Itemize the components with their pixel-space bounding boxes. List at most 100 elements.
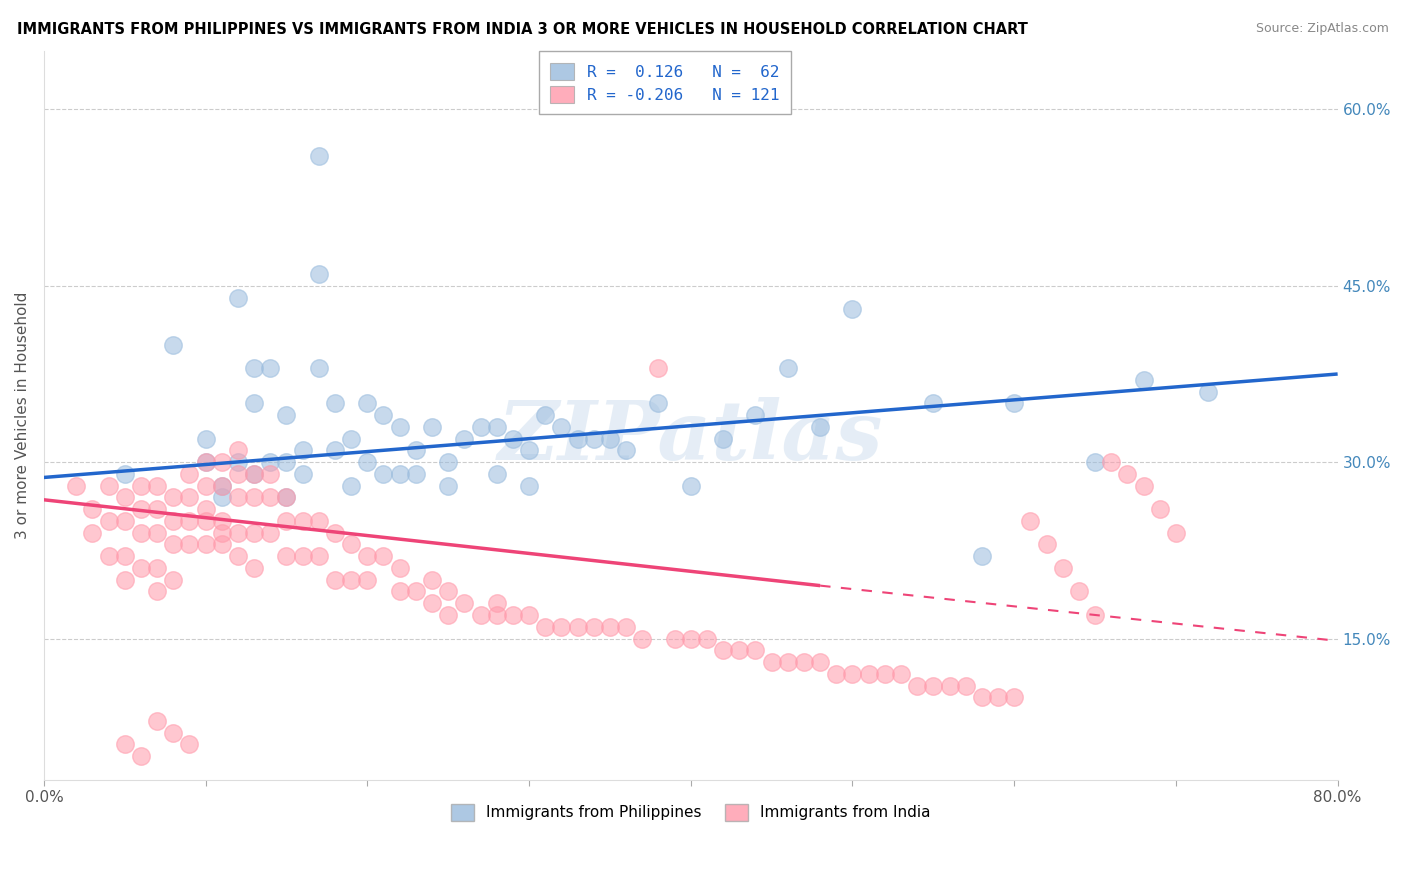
Point — [761, 655, 783, 669]
Point — [922, 396, 945, 410]
Point — [711, 432, 734, 446]
Point — [129, 749, 152, 764]
Point — [146, 584, 169, 599]
Point — [146, 502, 169, 516]
Point — [179, 491, 201, 505]
Point — [308, 549, 330, 564]
Point — [599, 620, 621, 634]
Point — [550, 420, 572, 434]
Point — [226, 549, 249, 564]
Point — [405, 584, 427, 599]
Point — [179, 537, 201, 551]
Point — [420, 573, 443, 587]
Point — [1035, 537, 1057, 551]
Point — [485, 467, 508, 481]
Point — [323, 573, 346, 587]
Point — [388, 561, 411, 575]
Legend: Immigrants from Philippines, Immigrants from India: Immigrants from Philippines, Immigrants … — [446, 797, 936, 827]
Point — [1002, 396, 1025, 410]
Point — [502, 607, 524, 622]
Point — [905, 679, 928, 693]
Point — [1067, 584, 1090, 599]
Point — [129, 561, 152, 575]
Point — [194, 455, 217, 469]
Point — [485, 420, 508, 434]
Point — [970, 690, 993, 705]
Point — [114, 549, 136, 564]
Point — [194, 502, 217, 516]
Point — [470, 607, 492, 622]
Point — [664, 632, 686, 646]
Point — [502, 432, 524, 446]
Point — [226, 291, 249, 305]
Point — [373, 549, 395, 564]
Point — [340, 478, 363, 492]
Point — [550, 620, 572, 634]
Point — [356, 455, 378, 469]
Point — [129, 525, 152, 540]
Point — [744, 408, 766, 422]
Point — [243, 361, 266, 376]
Y-axis label: 3 or more Vehicles in Household: 3 or more Vehicles in Household — [15, 292, 30, 539]
Point — [129, 478, 152, 492]
Point — [356, 573, 378, 587]
Point — [276, 491, 298, 505]
Point — [179, 737, 201, 751]
Point — [955, 679, 977, 693]
Point — [1197, 384, 1219, 399]
Point — [890, 666, 912, 681]
Point — [308, 149, 330, 163]
Point — [970, 549, 993, 564]
Point — [517, 478, 540, 492]
Point — [1099, 455, 1122, 469]
Point — [517, 607, 540, 622]
Point — [243, 467, 266, 481]
Point — [194, 455, 217, 469]
Point — [1116, 467, 1139, 481]
Point — [1132, 478, 1154, 492]
Point — [599, 432, 621, 446]
Point — [226, 455, 249, 469]
Point — [453, 432, 475, 446]
Point — [179, 467, 201, 481]
Point — [226, 467, 249, 481]
Text: IMMIGRANTS FROM PHILIPPINES VS IMMIGRANTS FROM INDIA 3 OR MORE VEHICLES IN HOUSE: IMMIGRANTS FROM PHILIPPINES VS IMMIGRANT… — [17, 22, 1028, 37]
Point — [162, 537, 184, 551]
Point — [259, 361, 281, 376]
Point — [291, 549, 314, 564]
Point — [291, 514, 314, 528]
Point — [744, 643, 766, 657]
Point — [696, 632, 718, 646]
Point — [276, 408, 298, 422]
Point — [437, 584, 460, 599]
Point — [226, 491, 249, 505]
Point — [82, 502, 104, 516]
Point — [97, 514, 120, 528]
Point — [470, 420, 492, 434]
Point — [243, 561, 266, 575]
Point — [582, 432, 605, 446]
Point — [211, 491, 233, 505]
Point — [162, 514, 184, 528]
Point — [356, 549, 378, 564]
Point — [146, 525, 169, 540]
Point — [146, 478, 169, 492]
Point — [858, 666, 880, 681]
Point — [1164, 525, 1187, 540]
Point — [194, 514, 217, 528]
Point — [679, 632, 702, 646]
Point — [373, 408, 395, 422]
Point — [841, 666, 863, 681]
Point — [308, 361, 330, 376]
Point — [388, 584, 411, 599]
Point — [1084, 607, 1107, 622]
Point — [323, 443, 346, 458]
Point — [308, 514, 330, 528]
Point — [259, 491, 281, 505]
Point — [388, 420, 411, 434]
Point — [534, 620, 557, 634]
Point — [226, 443, 249, 458]
Point — [420, 596, 443, 610]
Point — [259, 525, 281, 540]
Point — [776, 361, 799, 376]
